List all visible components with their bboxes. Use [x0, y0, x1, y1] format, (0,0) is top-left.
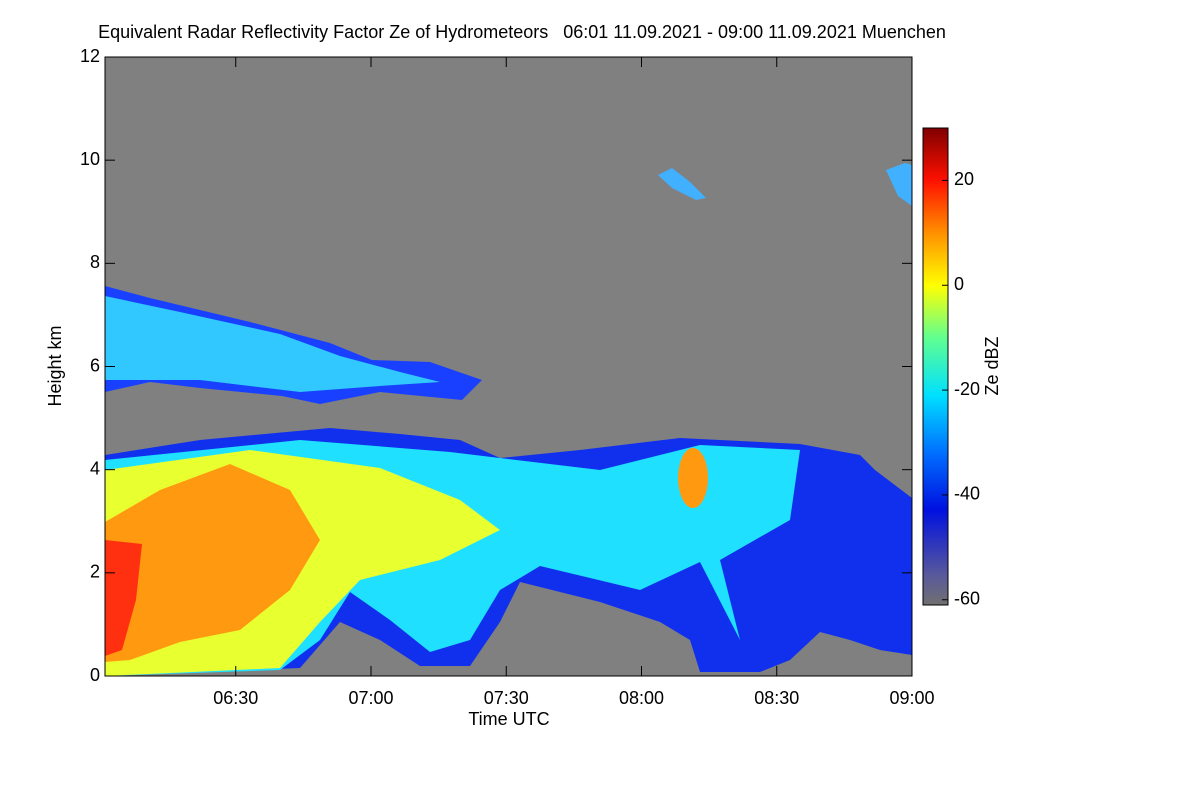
x-tick-label: 07:30: [484, 688, 529, 708]
x-tick-label: 07:00: [348, 688, 393, 708]
x-axis-label: Time UTC: [468, 709, 549, 729]
echo-high-cloud: [658, 168, 706, 200]
y-tick-label: 10: [80, 149, 100, 169]
echo-upper-core: [105, 296, 440, 392]
colorbar-tick-label: -40: [954, 484, 980, 504]
echo-orange: [105, 464, 320, 662]
colorbar-tick-label: -20: [954, 379, 980, 399]
colorbar-tick-label: -60: [954, 589, 980, 609]
y-tick-label: 0: [90, 665, 100, 685]
y-tick-label: 2: [90, 562, 100, 582]
echo-high-cloud: [886, 163, 912, 206]
y-axis-label: Height km: [45, 325, 65, 406]
y-tick-label: 4: [90, 458, 100, 478]
colorbar: [922, 127, 949, 606]
colorbar-tick-label: 0: [954, 274, 964, 294]
echo-red: [105, 540, 142, 656]
colorbar-tick-label: 20: [954, 169, 974, 189]
echo-orange-cell: [678, 448, 708, 508]
x-tick-label: 08:00: [619, 688, 664, 708]
radar-field: [105, 163, 912, 676]
y-tick-label: 12: [80, 46, 100, 66]
colorbar-label: Ze dBZ: [982, 336, 1002, 395]
chart-title: Equivalent Radar Reflectivity Factor Ze …: [98, 22, 946, 42]
x-tick-label: 09:00: [889, 688, 934, 708]
x-tick-label: 06:30: [213, 688, 258, 708]
x-tick-label: 08:30: [754, 688, 799, 708]
y-tick-label: 6: [90, 355, 100, 375]
y-tick-label: 8: [90, 252, 100, 272]
